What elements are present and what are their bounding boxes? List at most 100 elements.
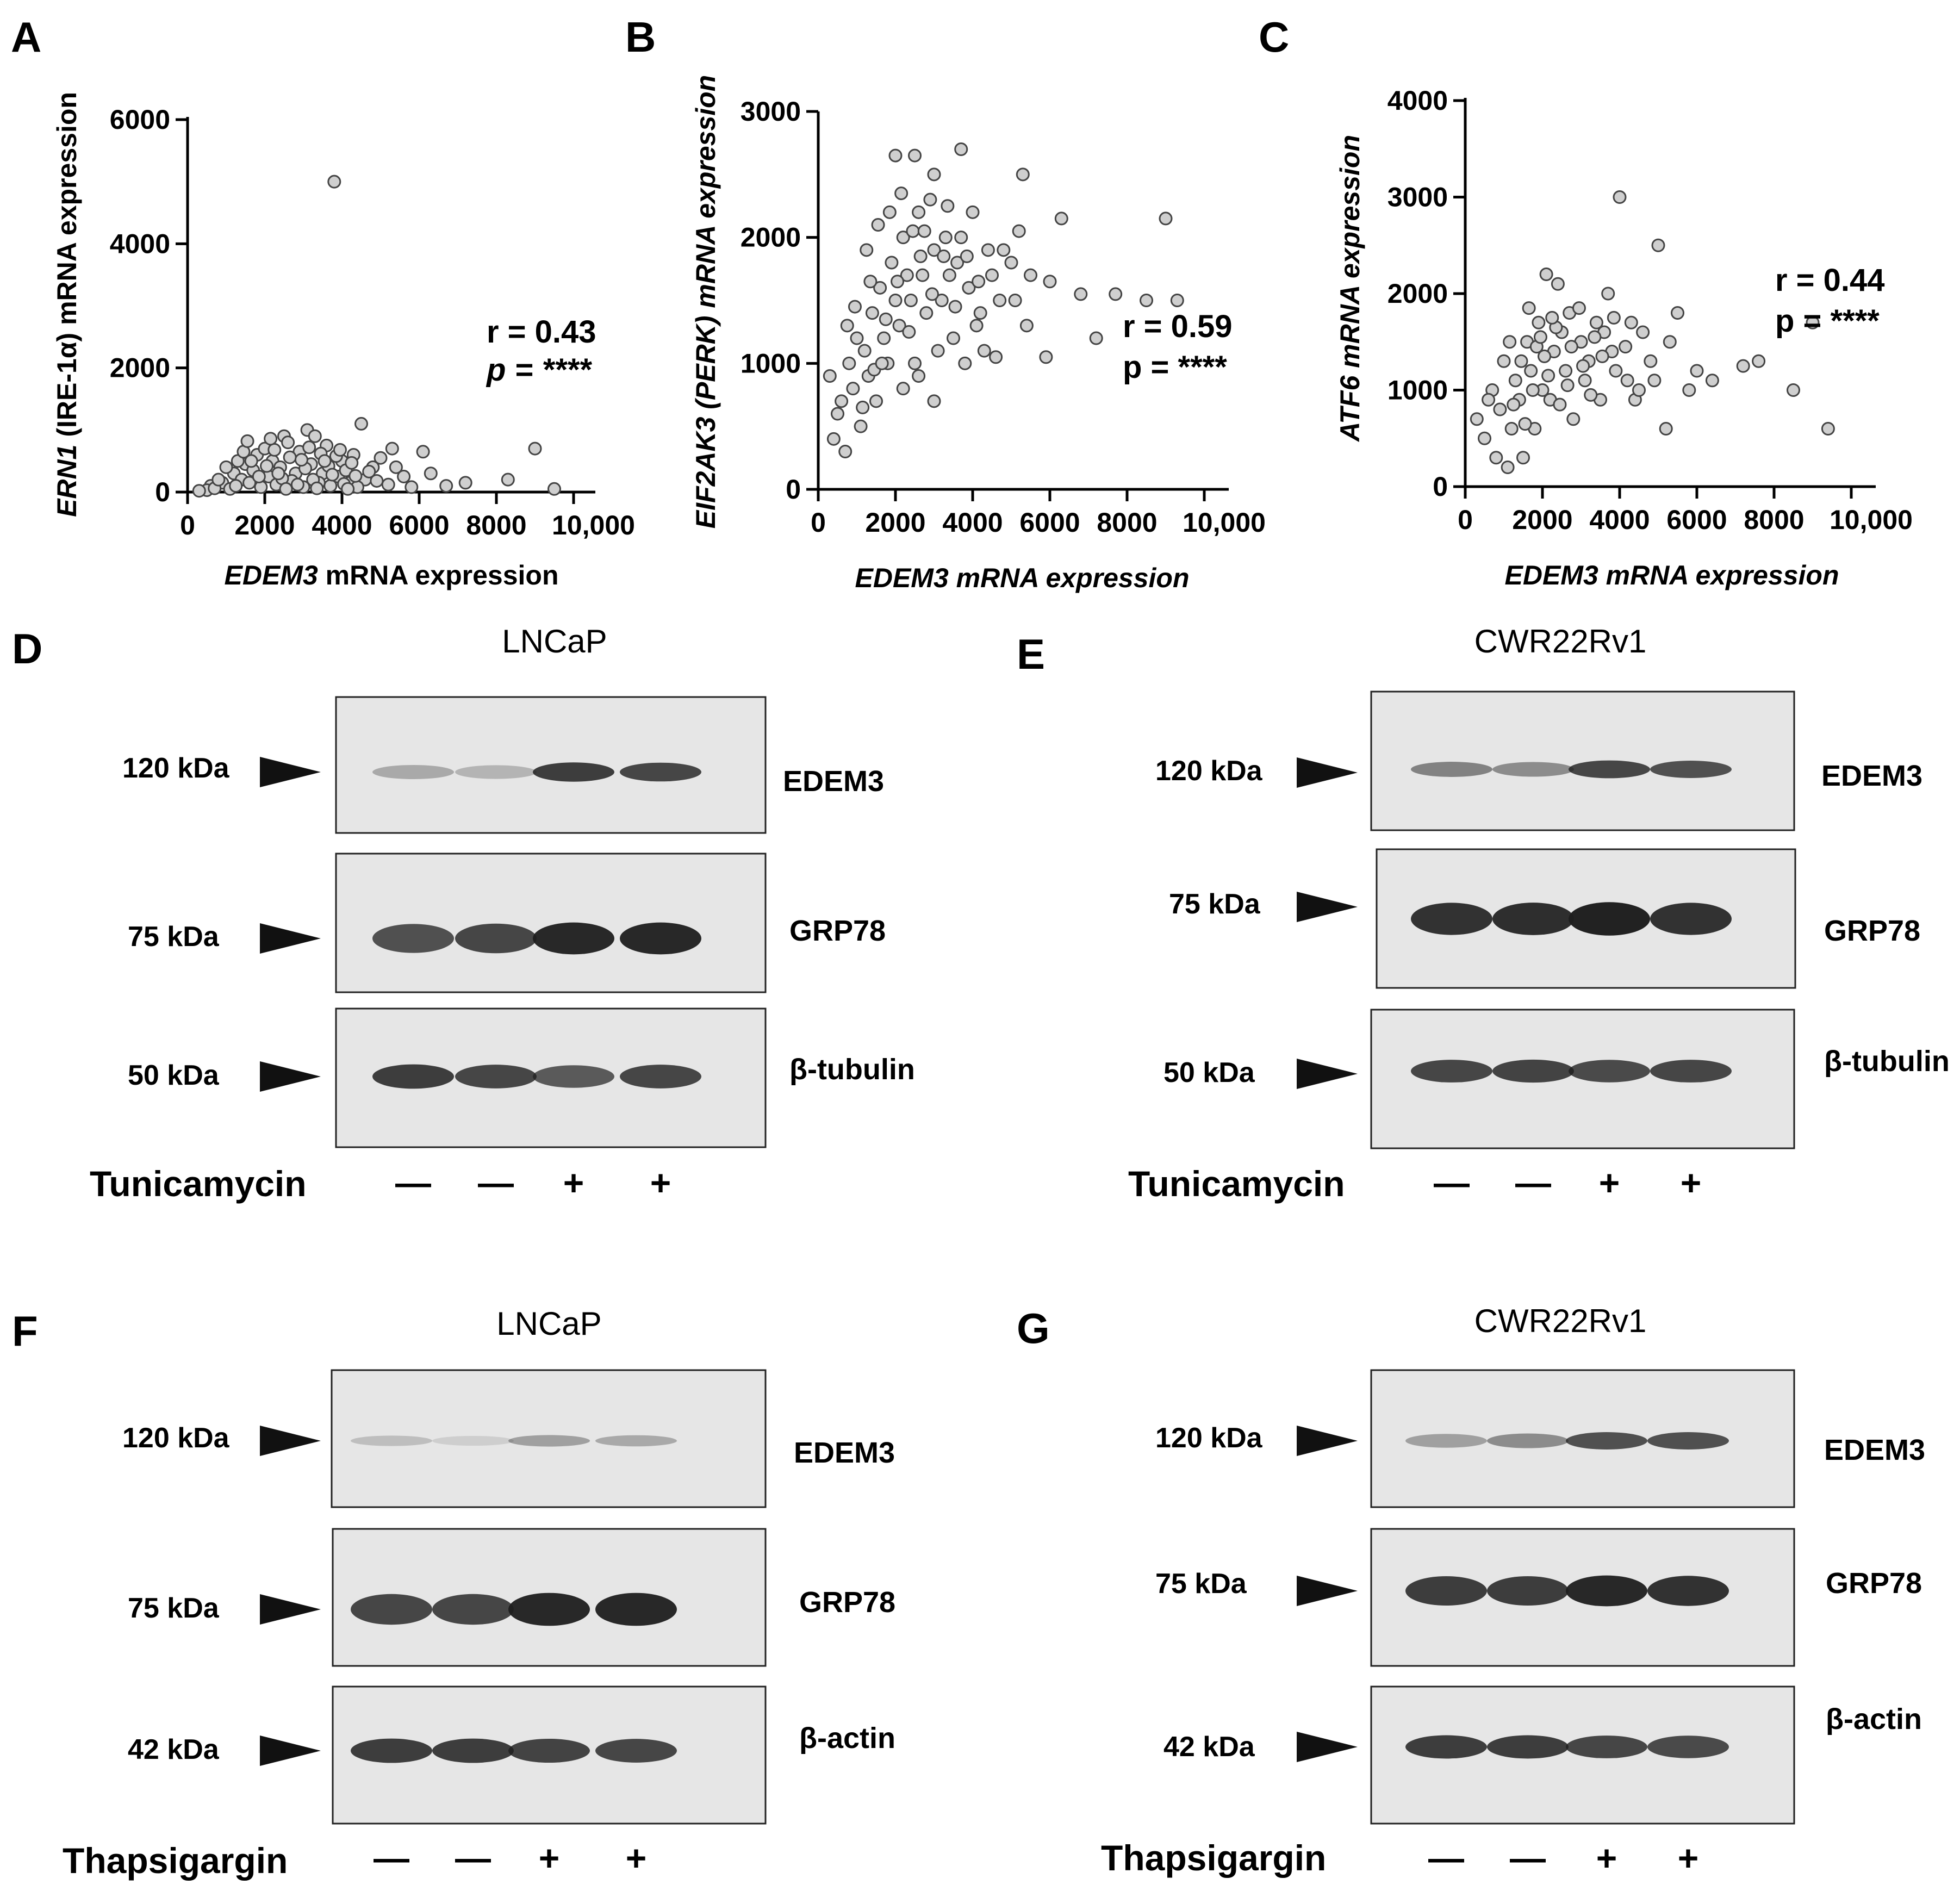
bands bbox=[372, 762, 701, 782]
data-point bbox=[405, 480, 419, 494]
arrow-marker-icon bbox=[1297, 1576, 1358, 1606]
y-tick-label: 0 bbox=[786, 474, 801, 505]
arrow-marker-icon bbox=[260, 1736, 321, 1766]
protein-band bbox=[1650, 1060, 1732, 1083]
data-point bbox=[865, 306, 879, 320]
data-point bbox=[327, 175, 341, 189]
data-point bbox=[302, 440, 316, 455]
data-point bbox=[192, 484, 206, 498]
data-point bbox=[439, 479, 453, 493]
data-point bbox=[341, 482, 355, 496]
p-value: p = **** bbox=[1775, 303, 1880, 339]
data-point bbox=[908, 356, 922, 370]
protein-band bbox=[432, 1738, 514, 1763]
blot-row-grp78: 75 kDa GRP78 bbox=[1155, 1528, 1922, 1667]
protein-band bbox=[455, 923, 537, 954]
panel-d-western-blot: D LNCaP 120 kDa EDEM3 75 kDa GRP78 50 kD… bbox=[12, 623, 915, 1204]
y-tick-label: 1000 bbox=[1387, 375, 1448, 406]
data-point bbox=[1501, 461, 1515, 474]
protein-band bbox=[508, 1738, 590, 1763]
data-point bbox=[923, 192, 937, 207]
data-points bbox=[823, 142, 1184, 458]
data-point bbox=[962, 281, 976, 295]
x-tick-label: 0 bbox=[1458, 505, 1473, 535]
data-point bbox=[264, 432, 278, 446]
protein-label: EDEM3 bbox=[794, 1436, 895, 1469]
data-point bbox=[1538, 349, 1552, 363]
data-point bbox=[1533, 330, 1547, 344]
data-point bbox=[1541, 369, 1555, 383]
y-axis-label: EIF2AK3 (PERK) mRNA expression bbox=[690, 75, 721, 528]
data-point bbox=[1578, 374, 1592, 388]
x-tick-label: 8000 bbox=[466, 510, 526, 540]
data-point bbox=[416, 445, 430, 459]
data-point bbox=[1806, 315, 1820, 329]
data-point bbox=[969, 319, 984, 333]
protein-band bbox=[1650, 761, 1732, 778]
data-point bbox=[927, 243, 941, 257]
data-point bbox=[985, 268, 999, 282]
data-point bbox=[349, 469, 363, 483]
treatment-label: Tunicamycin bbox=[1128, 1164, 1345, 1204]
data-point bbox=[1054, 212, 1068, 226]
x-tick-label: 10,000 bbox=[1183, 507, 1266, 538]
data-point bbox=[1478, 431, 1491, 445]
y-tick-label: 2000 bbox=[741, 222, 801, 253]
data-point bbox=[424, 466, 438, 481]
data-point bbox=[1601, 287, 1615, 301]
cell-line-label: CWR22Rv1 bbox=[1474, 1303, 1647, 1339]
data-point bbox=[310, 481, 324, 495]
x-tick-label: 0 bbox=[811, 507, 826, 538]
data-point bbox=[900, 268, 914, 282]
data-point bbox=[528, 441, 542, 456]
data-point bbox=[948, 300, 962, 314]
treatment-sign: — bbox=[478, 1162, 514, 1203]
x-tick-label: 2000 bbox=[865, 507, 925, 538]
protein-band bbox=[1405, 1576, 1487, 1606]
data-point bbox=[1508, 374, 1522, 388]
y-tick-label: 6000 bbox=[110, 104, 170, 135]
data-point bbox=[458, 476, 472, 490]
data-point bbox=[891, 275, 905, 289]
protein-band bbox=[533, 762, 614, 782]
data-point bbox=[846, 382, 860, 396]
data-point bbox=[333, 443, 347, 457]
data-point bbox=[1039, 350, 1053, 364]
protein-band bbox=[620, 922, 701, 955]
treatment-sign: + bbox=[650, 1162, 671, 1203]
treatment-sign: + bbox=[1681, 1162, 1702, 1203]
data-point bbox=[1589, 315, 1603, 329]
protein-label: GRP78 bbox=[789, 915, 886, 947]
kda-marker: 42 kDa bbox=[128, 1734, 220, 1765]
protein-band bbox=[508, 1593, 590, 1626]
treatment-label: Thapsigargin bbox=[63, 1840, 288, 1881]
protein-band bbox=[1411, 762, 1492, 777]
data-point bbox=[857, 344, 872, 358]
x-tick-label: 8000 bbox=[1097, 507, 1157, 538]
data-point bbox=[1566, 412, 1581, 426]
data-point bbox=[1576, 359, 1590, 373]
data-point bbox=[1636, 325, 1650, 339]
y-tick-label: 4000 bbox=[110, 228, 170, 259]
x-tick-label: 10,000 bbox=[1830, 505, 1913, 535]
protein-band bbox=[595, 1739, 677, 1763]
data-point bbox=[294, 453, 308, 467]
protein-band bbox=[1492, 762, 1574, 777]
data-point bbox=[838, 445, 853, 458]
data-point bbox=[863, 275, 878, 289]
data-point bbox=[993, 294, 1007, 307]
data-point bbox=[1503, 335, 1517, 349]
data-point bbox=[850, 331, 864, 345]
data-point bbox=[1595, 349, 1609, 363]
protein-band bbox=[372, 1064, 454, 1089]
data-point bbox=[229, 479, 243, 493]
protein-band bbox=[1405, 1434, 1487, 1448]
bands bbox=[1411, 1059, 1732, 1083]
cell-line-label: LNCaP bbox=[502, 623, 607, 660]
data-point bbox=[892, 319, 906, 333]
protein-band bbox=[1647, 1576, 1729, 1606]
data-point bbox=[1572, 301, 1586, 315]
data-point bbox=[1489, 451, 1503, 465]
arrow-marker-icon bbox=[260, 757, 321, 787]
